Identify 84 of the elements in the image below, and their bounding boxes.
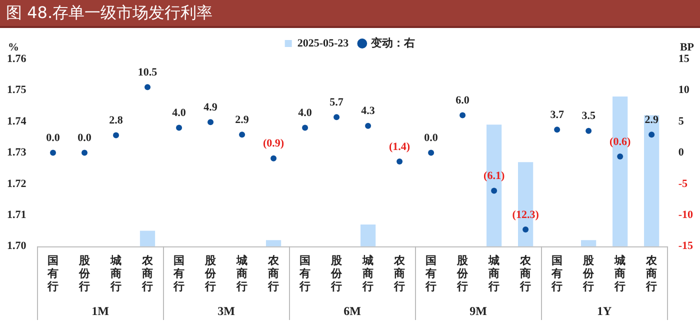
y-tick-label: 1.72: [7, 178, 27, 190]
legend-label: 变动：右: [370, 36, 416, 50]
chart-title: 图 48.存单一级市场发行利率: [0, 0, 700, 28]
point: [270, 155, 277, 162]
point: [586, 128, 592, 134]
x-tick-label: 国有行: [172, 254, 185, 294]
point: [208, 119, 214, 126]
x-tick-label: 股份行: [456, 254, 470, 294]
point: [302, 124, 308, 131]
point: [522, 226, 529, 233]
data-label: (12.3): [512, 208, 540, 221]
data-label: 10.5: [138, 66, 158, 78]
y2-tick-label: 15: [678, 52, 690, 65]
y-tick-label: 1.74: [7, 115, 27, 128]
data-label: 0.0: [78, 132, 92, 144]
y-tick-label: 1.71: [7, 209, 26, 222]
y2-tick-label: -15: [678, 240, 694, 252]
point: [396, 158, 403, 164]
point: [491, 188, 498, 194]
point: [617, 153, 624, 160]
point: [82, 150, 88, 156]
x-tick-label: 城商行: [236, 254, 248, 294]
x-tick-label: 股份行: [330, 254, 344, 294]
x-tick-label: 农商行: [267, 254, 280, 294]
x-tick-label: 股份行: [204, 254, 218, 294]
y2-tick-label: 10: [678, 84, 690, 96]
text: 9M: [470, 304, 487, 318]
data-label: 4.0: [298, 107, 312, 120]
data-label: 2.9: [644, 114, 659, 126]
x-tick-label: 城商行: [362, 254, 374, 294]
y-tick-label: 1.70: [7, 240, 27, 252]
data-label: 2.9: [235, 114, 250, 126]
text: 6M: [344, 304, 361, 318]
y2-tick-label: 0: [678, 146, 684, 159]
x-tick-label: 国有行: [298, 254, 311, 294]
legend-label: 2025-05-23: [297, 37, 350, 50]
point: [428, 150, 434, 156]
point: [460, 112, 466, 118]
data-label: 0.0: [46, 132, 60, 144]
text: 1Y: [596, 304, 612, 318]
data-label: (0.6): [610, 136, 631, 148]
y-axis-title: %: [8, 41, 19, 54]
point: [554, 126, 560, 133]
data-label: 4.9: [204, 101, 218, 114]
x-tick-label: 国有行: [424, 254, 437, 294]
y2-tick-label: 5: [678, 115, 684, 128]
data-label: 3.5: [582, 110, 596, 122]
text: 1M: [92, 304, 109, 318]
x-tick-label: 农商行: [141, 254, 154, 294]
point: [144, 84, 151, 90]
x-tick-label: 农商行: [519, 254, 532, 294]
point: [113, 132, 120, 138]
text: 3M: [218, 304, 235, 318]
point: [365, 122, 372, 129]
data-label: (0.9): [262, 138, 284, 150]
data-label: 2.8: [109, 114, 124, 127]
x-tick-label: 国有行: [550, 254, 563, 294]
x-tick-label: 农商行: [393, 254, 406, 294]
x-tick-label: 农商行: [645, 254, 658, 294]
data-label: (1.4): [389, 140, 410, 153]
data-label: 4.0: [172, 107, 186, 120]
data-label: 3.7: [550, 108, 564, 121]
x-tick-label: 城商行: [110, 254, 122, 294]
point: [334, 114, 340, 120]
y2-axis-title: BP: [680, 41, 694, 54]
data-label: 4.3: [361, 105, 376, 118]
x-tick-label: 国有行: [46, 254, 58, 294]
x-tick-label: 城商行: [488, 254, 500, 294]
data-label: 5.7: [330, 96, 344, 108]
data-label: (6.1): [484, 170, 505, 182]
x-tick-label: 城商行: [614, 254, 626, 294]
point: [50, 150, 56, 156]
y2-tick-label: -5: [678, 178, 688, 190]
data-label: 0.0: [424, 132, 438, 144]
y2-tick-label: -10: [678, 209, 694, 222]
y-tick-label: 1.76: [7, 52, 27, 65]
x-tick-label: 股份行: [582, 254, 596, 294]
data-label: 6.0: [456, 94, 470, 107]
point: [648, 132, 655, 138]
point: [176, 124, 182, 131]
x-tick-label: 股份行: [78, 254, 92, 294]
point: [239, 132, 246, 138]
y-tick-label: 1.73: [7, 146, 27, 159]
y-tick-label: 1.75: [7, 84, 27, 96]
